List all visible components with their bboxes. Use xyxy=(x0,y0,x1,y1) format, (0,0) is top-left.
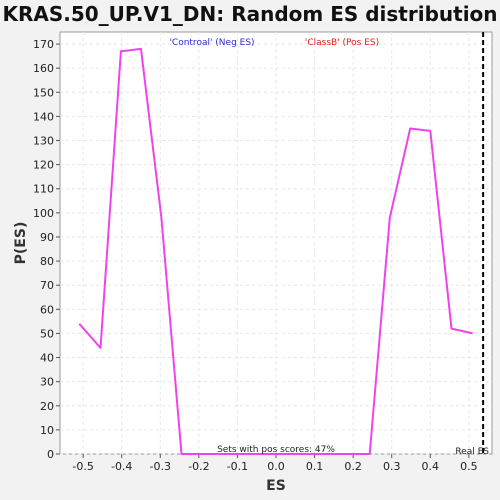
y-tick-label: 40 xyxy=(40,352,54,365)
y-tick-label: 100 xyxy=(33,207,54,220)
x-tick-label: -0.2 xyxy=(188,460,209,473)
x-tick-label: -0.5 xyxy=(72,460,93,473)
y-tick-label: 140 xyxy=(33,110,54,123)
y-tick-label: 20 xyxy=(40,400,54,413)
y-tick-label: 160 xyxy=(33,62,54,75)
y-tick-label: 60 xyxy=(40,303,54,316)
x-tick-label: 0.5 xyxy=(460,460,478,473)
x-tick-label: 0.4 xyxy=(422,460,440,473)
y-tick-label: 170 xyxy=(33,38,54,51)
x-tick-label: 0.3 xyxy=(383,460,401,473)
y-axis-title: P(ES) xyxy=(13,222,29,265)
y-tick-label: 90 xyxy=(40,231,54,244)
y-tick-label: 120 xyxy=(33,159,54,172)
y-tick-label: 50 xyxy=(40,327,54,340)
real-es-label: Real ES xyxy=(455,447,489,457)
x-tick-label: 0.2 xyxy=(344,460,362,473)
x-tick-label: -0.4 xyxy=(111,460,132,473)
x-axis-title: ES xyxy=(266,478,286,494)
x-tick-label: 0.0 xyxy=(267,460,285,473)
y-tick-label: 30 xyxy=(40,376,54,389)
y-tick-label: 110 xyxy=(33,183,54,196)
legend-entry-pos: 'ClassB' (Pos ES) xyxy=(305,38,379,48)
x-tick-label: 0.1 xyxy=(306,460,324,473)
y-tick-label: 70 xyxy=(40,279,54,292)
x-tick-label: -0.3 xyxy=(150,460,171,473)
y-tick-label: 0 xyxy=(47,448,54,461)
pos-scores-note: Sets with pos scores: 47% xyxy=(217,445,335,455)
y-tick-label: 80 xyxy=(40,255,54,268)
y-tick-label: 150 xyxy=(33,86,54,99)
legend-entry-neg: 'Controal' (Neg ES) xyxy=(169,38,254,48)
y-tick-label: 10 xyxy=(40,424,54,437)
y-tick-label: 130 xyxy=(33,135,54,148)
x-tick-label: -0.1 xyxy=(227,460,248,473)
